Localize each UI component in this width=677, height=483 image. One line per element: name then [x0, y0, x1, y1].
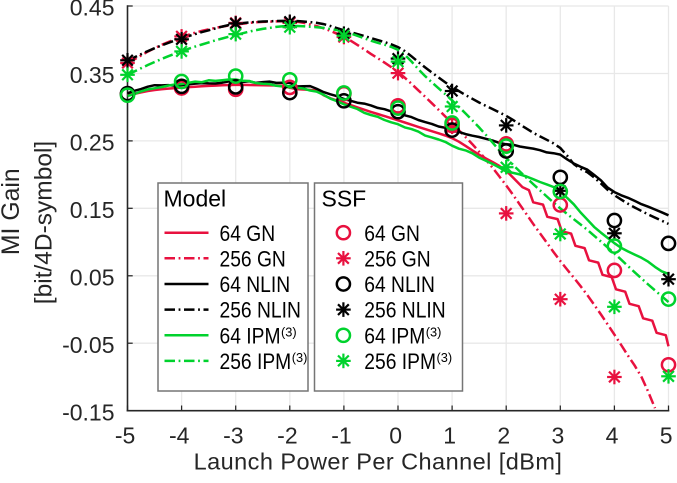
svg-text:[bit/4D-symbol]: [bit/4D-symbol] [30, 141, 57, 304]
svg-text:0.25: 0.25 [70, 130, 115, 156]
svg-text:0: 0 [389, 423, 402, 449]
svg-text:(3): (3) [426, 324, 442, 339]
svg-text:64 IPM: 64 IPM [220, 323, 281, 348]
svg-text:0.05: 0.05 [70, 264, 115, 290]
svg-text:0.35: 0.35 [70, 62, 115, 88]
svg-text:4: 4 [606, 423, 619, 449]
svg-text:-0.05: -0.05 [62, 332, 114, 358]
svg-text:256 NLIN: 256 NLIN [220, 298, 301, 323]
svg-text:5: 5 [660, 423, 673, 449]
svg-text:(3): (3) [292, 350, 308, 365]
svg-text:Model: Model [164, 186, 227, 212]
svg-text:-1: -1 [331, 423, 351, 449]
svg-text:64 GN: 64 GN [220, 221, 276, 246]
svg-text:SSF: SSF [322, 186, 367, 212]
svg-text:-4: -4 [169, 423, 190, 449]
svg-text:0.15: 0.15 [70, 197, 115, 223]
svg-text:(3): (3) [281, 324, 297, 339]
svg-text:1: 1 [443, 423, 456, 449]
svg-text:64 NLIN: 64 NLIN [364, 272, 435, 297]
svg-text:2: 2 [497, 423, 510, 449]
svg-text:0.45: 0.45 [70, 0, 115, 21]
svg-text:-5: -5 [115, 423, 135, 449]
svg-text:64 IPM: 64 IPM [364, 323, 425, 348]
svg-text:256 GN: 256 GN [220, 246, 286, 271]
svg-text:-3: -3 [223, 423, 243, 449]
svg-text:Launch Power Per Channel [dBm]: Launch Power Per Channel [dBm] [194, 448, 563, 474]
svg-text:3: 3 [552, 423, 565, 449]
svg-text:(3): (3) [437, 350, 453, 365]
svg-text:64 NLIN: 64 NLIN [220, 272, 291, 297]
svg-text:256 NLIN: 256 NLIN [364, 298, 445, 323]
svg-text:256 IPM: 256 IPM [220, 349, 292, 374]
svg-text:256 IPM: 256 IPM [364, 349, 436, 374]
svg-text:256 GN: 256 GN [364, 246, 430, 271]
svg-text:64 GN: 64 GN [364, 221, 420, 246]
svg-text:-0.15: -0.15 [62, 399, 114, 425]
svg-text:-2: -2 [277, 423, 297, 449]
svg-text:MI Gain: MI Gain [0, 168, 25, 255]
